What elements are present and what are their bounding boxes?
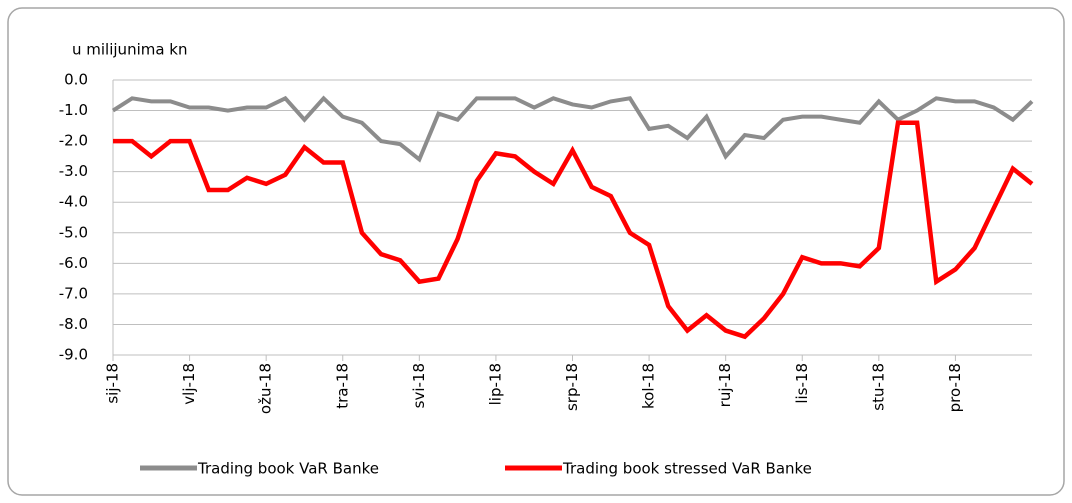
- x-tick-label: tra-18: [333, 363, 351, 409]
- x-tick-label: lip-18: [486, 363, 504, 405]
- y-tick-label: -7.0: [59, 284, 88, 302]
- x-tick-label: svi-18: [410, 363, 428, 408]
- y-tick-label: 0.0: [64, 71, 88, 89]
- y-tick-label: -3.0: [59, 162, 88, 180]
- x-tick-label: srp-18: [563, 363, 581, 411]
- y-tick-label: -2.0: [59, 132, 88, 150]
- series-line: [113, 120, 1034, 340]
- chart-frame: [7, 7, 1065, 496]
- y-tick-label: -8.0: [59, 315, 88, 333]
- x-tick-label: ožu-18: [257, 363, 275, 414]
- series-line: [111, 95, 1034, 163]
- x-tick-label: sij-18: [104, 363, 122, 404]
- x-tick-label: vlj-18: [180, 363, 198, 405]
- legend-label: Trading book stressed VaR Banke: [562, 460, 812, 478]
- x-tick-label: kol-18: [640, 363, 658, 409]
- y-tick-label: -1.0: [59, 101, 88, 119]
- x-tick-label: lis-18: [793, 363, 811, 404]
- y-tick-label: -5.0: [59, 223, 88, 241]
- x-tick-label: stu-18: [869, 363, 887, 411]
- x-tick-label: ruj-18: [716, 363, 734, 407]
- x-tick-label: pro-18: [946, 363, 964, 412]
- legend-label: Trading book VaR Banke: [197, 460, 379, 478]
- y-tick-label: -9.0: [59, 346, 88, 364]
- y-tick-label: -6.0: [59, 254, 88, 272]
- y-tick-label: -4.0: [59, 193, 88, 211]
- y-axis-label: u milijunima kn: [72, 41, 188, 59]
